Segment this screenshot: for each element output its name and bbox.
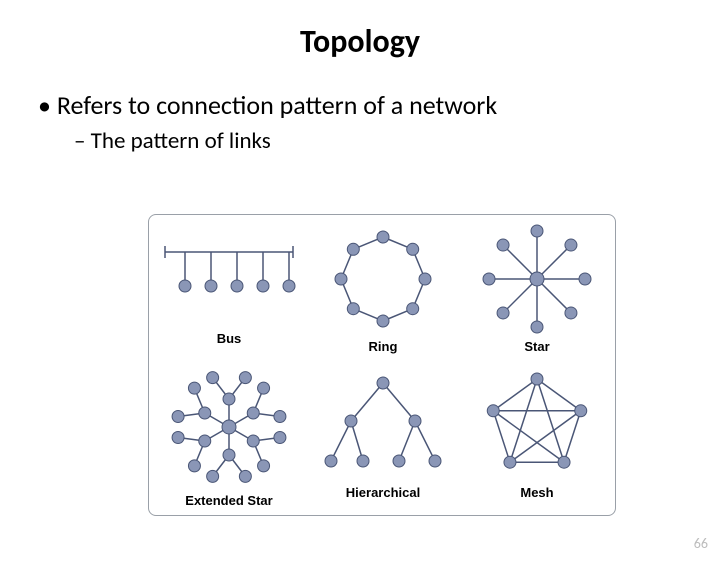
topology-label: Hierarchical <box>305 485 461 500</box>
topology-label: Mesh <box>459 485 615 500</box>
topology-label: Star <box>459 339 615 354</box>
topology-tree: Hierarchical <box>305 365 461 515</box>
topology-label: Extended Star <box>151 493 307 508</box>
topology-label: Bus <box>151 331 307 346</box>
page-title: Topology <box>0 22 720 61</box>
topology-star: Star <box>459 217 615 367</box>
topology-diagram-extended_star <box>151 365 307 491</box>
topology-mesh: Mesh <box>459 365 615 515</box>
topology-diagram-bus <box>151 217 307 329</box>
topology-bus: Bus <box>151 217 307 367</box>
topology-label: Ring <box>305 339 461 354</box>
topology-extended_star: Extended Star <box>151 365 307 515</box>
diagram-frame: BusRingStar Extended StarHierarchicalMesh <box>148 214 616 516</box>
topology-ring: Ring <box>305 217 461 367</box>
topology-diagram-tree <box>305 365 461 483</box>
topology-diagram-mesh <box>459 365 615 483</box>
bullet-main: Refers to connection pattern of a networ… <box>38 89 720 121</box>
page-number: 66 <box>694 535 708 552</box>
topology-diagram-star <box>459 217 615 337</box>
topology-diagram-ring <box>305 217 461 337</box>
bullet-sub: The pattern of links <box>74 127 720 155</box>
